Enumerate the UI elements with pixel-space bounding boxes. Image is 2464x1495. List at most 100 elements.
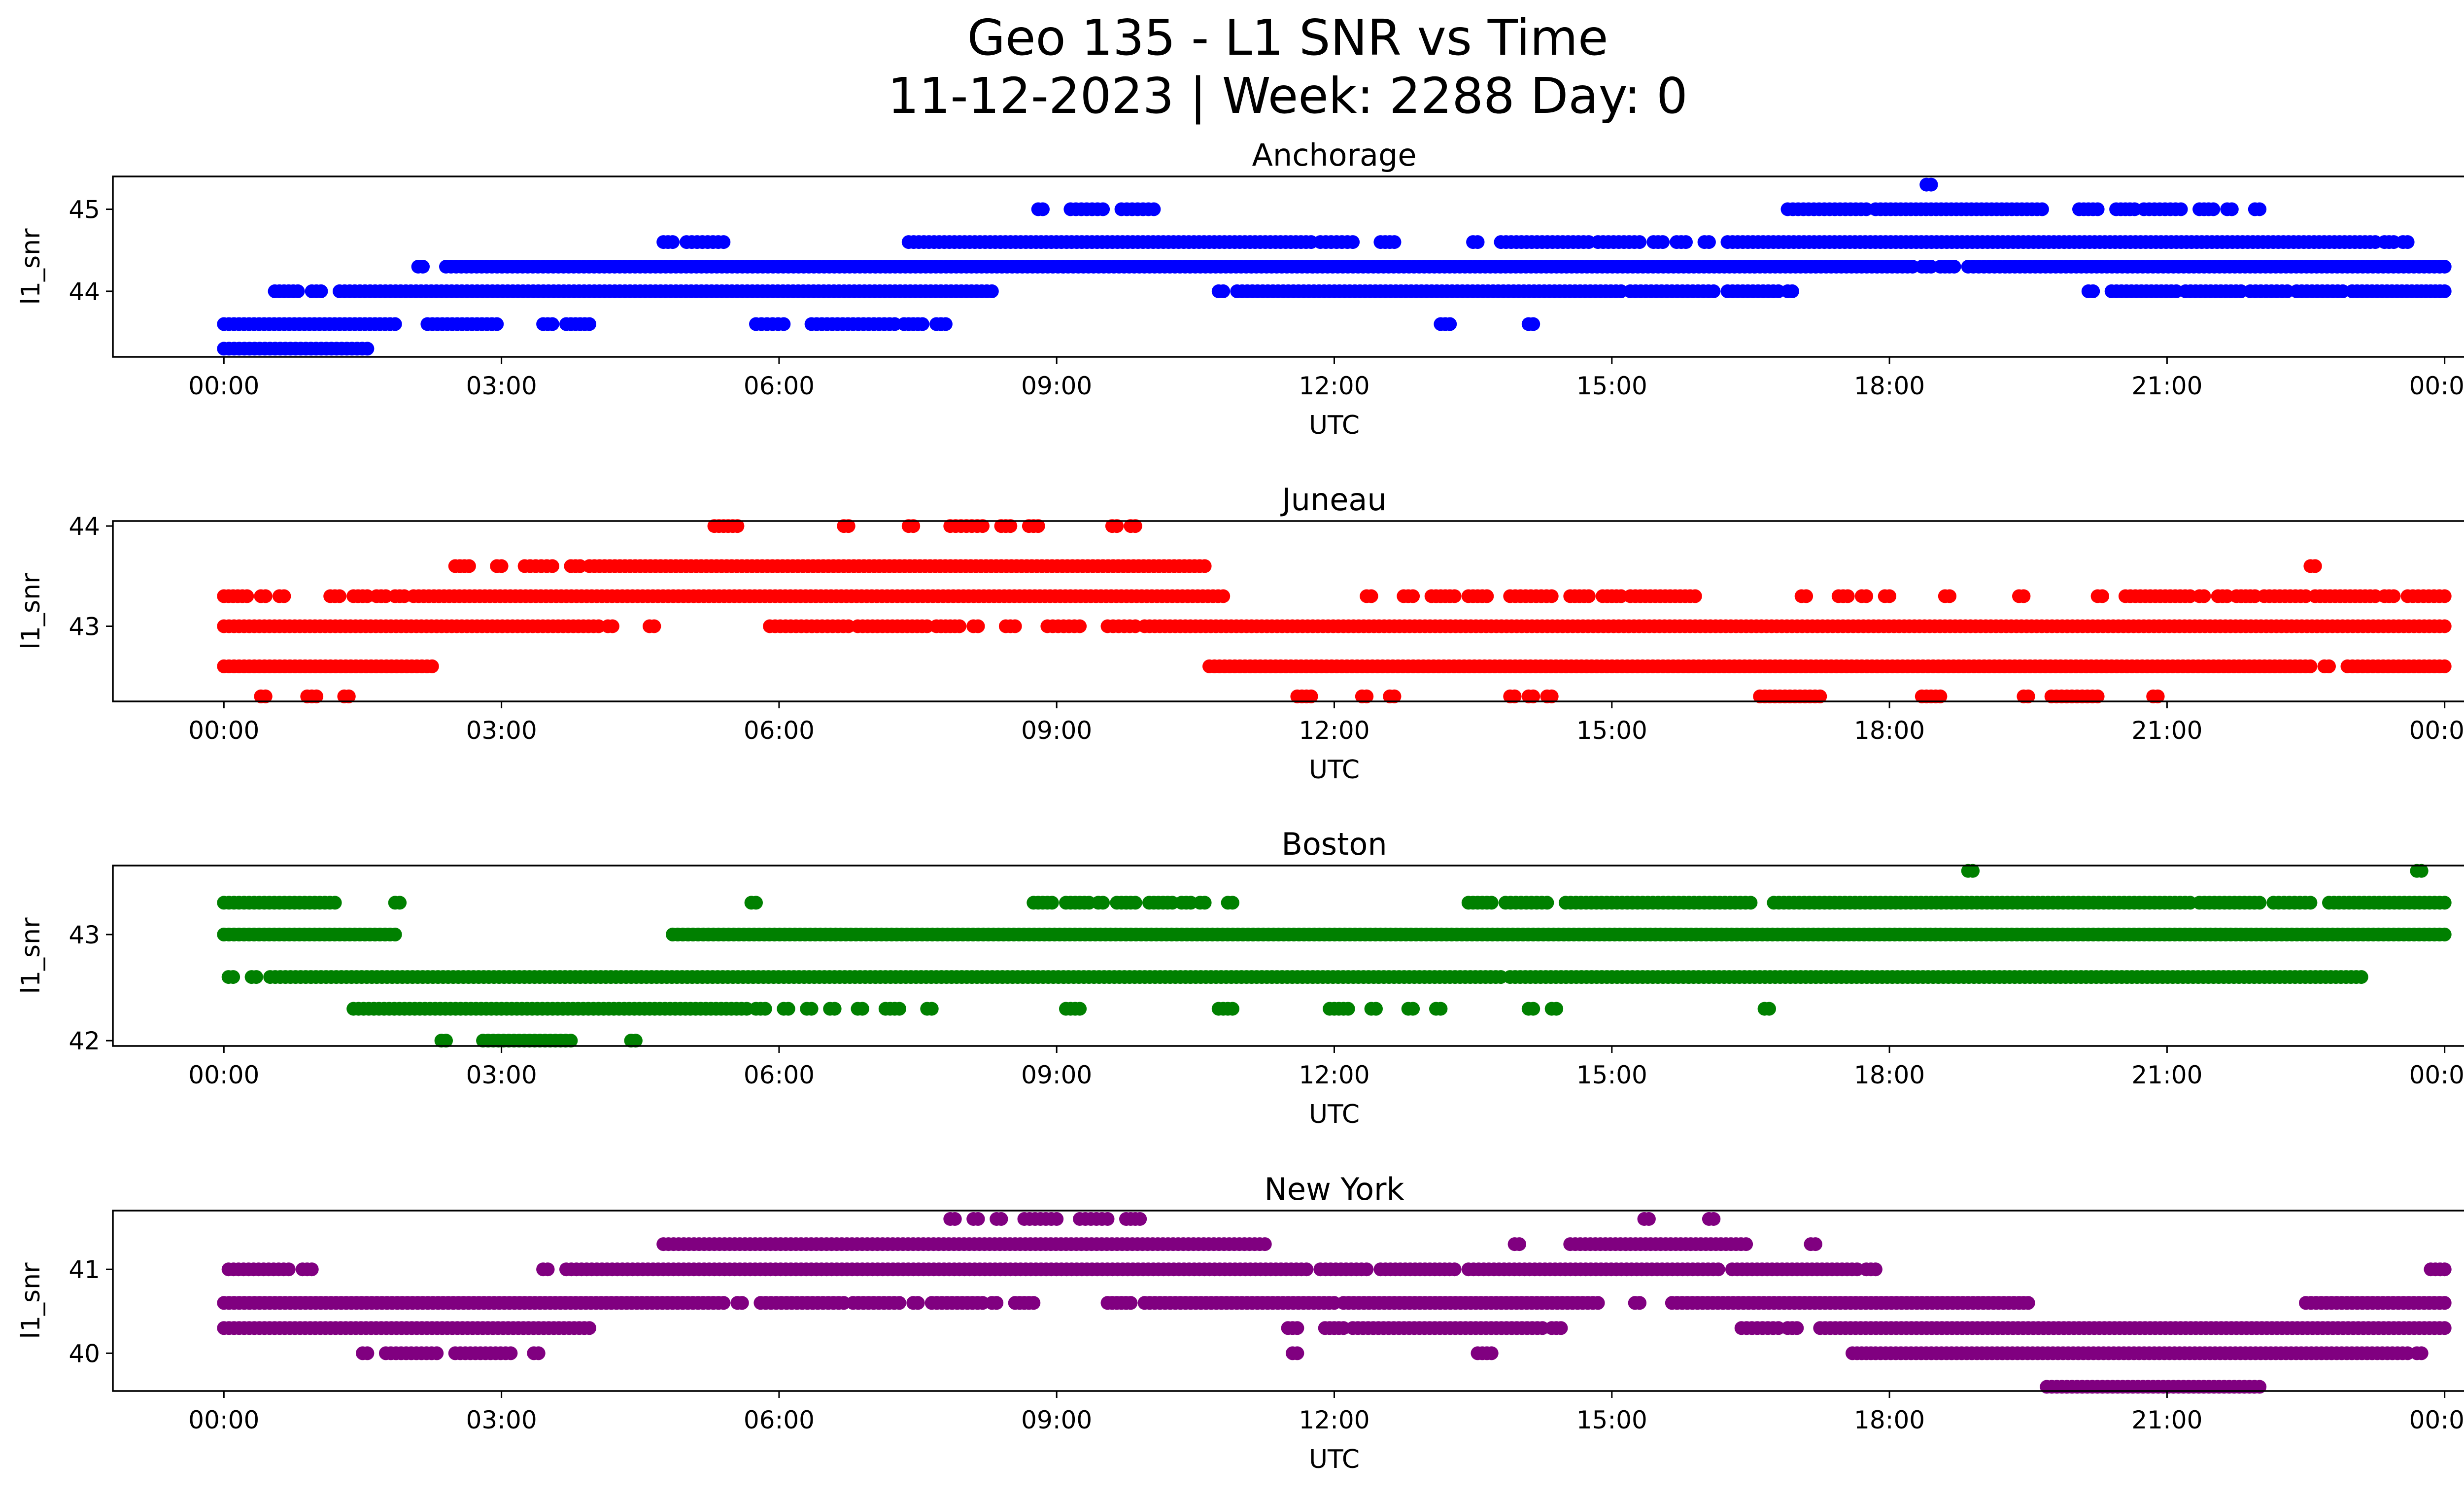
data-point <box>1096 202 1110 216</box>
data-point <box>1841 589 1855 603</box>
x-tick-label: 21:00 <box>2131 716 2202 745</box>
data-point <box>258 589 273 603</box>
data-point <box>1216 589 1231 603</box>
data-point <box>2437 619 2452 633</box>
data-point <box>531 1346 546 1360</box>
data-point <box>2437 1262 2452 1277</box>
data-point <box>781 1002 795 1016</box>
x-tick-label: 00:00 <box>188 1061 259 1089</box>
data-point <box>2303 896 2318 910</box>
data-point <box>281 1262 296 1277</box>
data-point <box>1124 1296 1138 1310</box>
data-point <box>1198 896 1212 910</box>
panel-title: New York <box>1265 1171 1404 1207</box>
data-point <box>804 1002 819 1016</box>
data-point <box>249 970 263 984</box>
data-point <box>226 970 240 984</box>
data-point <box>647 619 661 633</box>
data-point <box>545 317 559 331</box>
data-point <box>2437 659 2452 673</box>
data-point <box>1526 317 1540 331</box>
data-point <box>971 619 985 633</box>
data-point <box>1679 235 1693 249</box>
data-point <box>1110 519 1124 533</box>
data-point <box>1198 559 1212 573</box>
data-point <box>1387 689 1402 703</box>
data-point <box>582 317 596 331</box>
data-point <box>1133 1212 1147 1226</box>
data-point <box>1739 1237 1753 1252</box>
data-point <box>1507 689 1522 703</box>
data-point <box>1762 1002 1776 1016</box>
data-point <box>841 519 856 533</box>
data-point <box>1360 1262 1374 1277</box>
data-point <box>439 1034 453 1048</box>
data-point <box>425 659 439 673</box>
data-point <box>1443 317 1457 331</box>
x-tick-label: 18:00 <box>1854 372 1925 400</box>
data-point <box>976 519 990 533</box>
data-point <box>1226 896 1239 910</box>
data-point <box>314 284 328 298</box>
x-tick-label: 21:00 <box>2131 1406 2202 1434</box>
data-point <box>1868 1262 1882 1277</box>
data-point <box>309 689 324 703</box>
data-point <box>2086 284 2100 298</box>
data-point <box>360 1346 375 1360</box>
data-point <box>388 927 402 941</box>
data-point <box>1073 619 1087 633</box>
panel-title: Anchorage <box>1252 137 1416 173</box>
x-tick-label: 06:00 <box>744 1061 815 1089</box>
data-point <box>1591 1296 1605 1310</box>
y-tick-label: 45 <box>68 196 100 224</box>
data-point <box>1544 589 1559 603</box>
data-point <box>1544 689 1559 703</box>
data-point <box>605 619 619 633</box>
x-tick-label: 21:00 <box>2131 1061 2202 1089</box>
x-tick-label: 06:00 <box>744 1406 815 1434</box>
data-point <box>1364 589 1378 603</box>
data-point <box>258 689 273 703</box>
data-point <box>892 1296 906 1310</box>
data-point <box>1031 519 1045 533</box>
data-point <box>1540 896 1554 910</box>
data-point <box>855 1002 869 1016</box>
data-point <box>730 519 745 533</box>
data-point <box>938 317 953 331</box>
data-point <box>462 559 476 573</box>
data-point <box>1702 235 1716 249</box>
x-tick-label: 12:00 <box>1299 1061 1369 1089</box>
data-point <box>1406 1002 1420 1016</box>
data-point <box>1096 896 1110 910</box>
data-point <box>717 1296 731 1310</box>
x-tick-label: 18:00 <box>1854 1061 1925 1089</box>
data-point <box>827 1002 842 1016</box>
x-tick-label: 00:00 <box>2409 1406 2464 1434</box>
data-point <box>2253 202 2267 216</box>
data-point <box>1790 1321 1804 1335</box>
data-point <box>1128 519 1142 533</box>
data-point <box>1688 589 1702 603</box>
x-tick-label: 00:00 <box>2409 372 2464 400</box>
data-point <box>1581 589 1596 603</box>
data-point <box>1447 1262 1462 1277</box>
data-point <box>1387 235 1402 249</box>
x-axis-label: UTC <box>1309 755 1360 785</box>
axes-frame <box>112 865 2464 1047</box>
x-tick-label: 15:00 <box>1576 1061 1647 1089</box>
data-point <box>1512 1237 1526 1252</box>
data-point <box>1947 260 1961 274</box>
y-axis-label: l1_snr <box>16 1262 46 1339</box>
data-point <box>717 235 731 249</box>
data-point <box>393 896 407 910</box>
data-point <box>1434 1002 1448 1016</box>
data-point <box>2021 1296 2035 1310</box>
panel-title: Boston <box>1281 826 1387 862</box>
data-point <box>1882 589 1897 603</box>
data-point <box>2253 896 2267 910</box>
data-point <box>892 1002 906 1016</box>
data-point <box>953 619 967 633</box>
data-point <box>360 342 375 356</box>
